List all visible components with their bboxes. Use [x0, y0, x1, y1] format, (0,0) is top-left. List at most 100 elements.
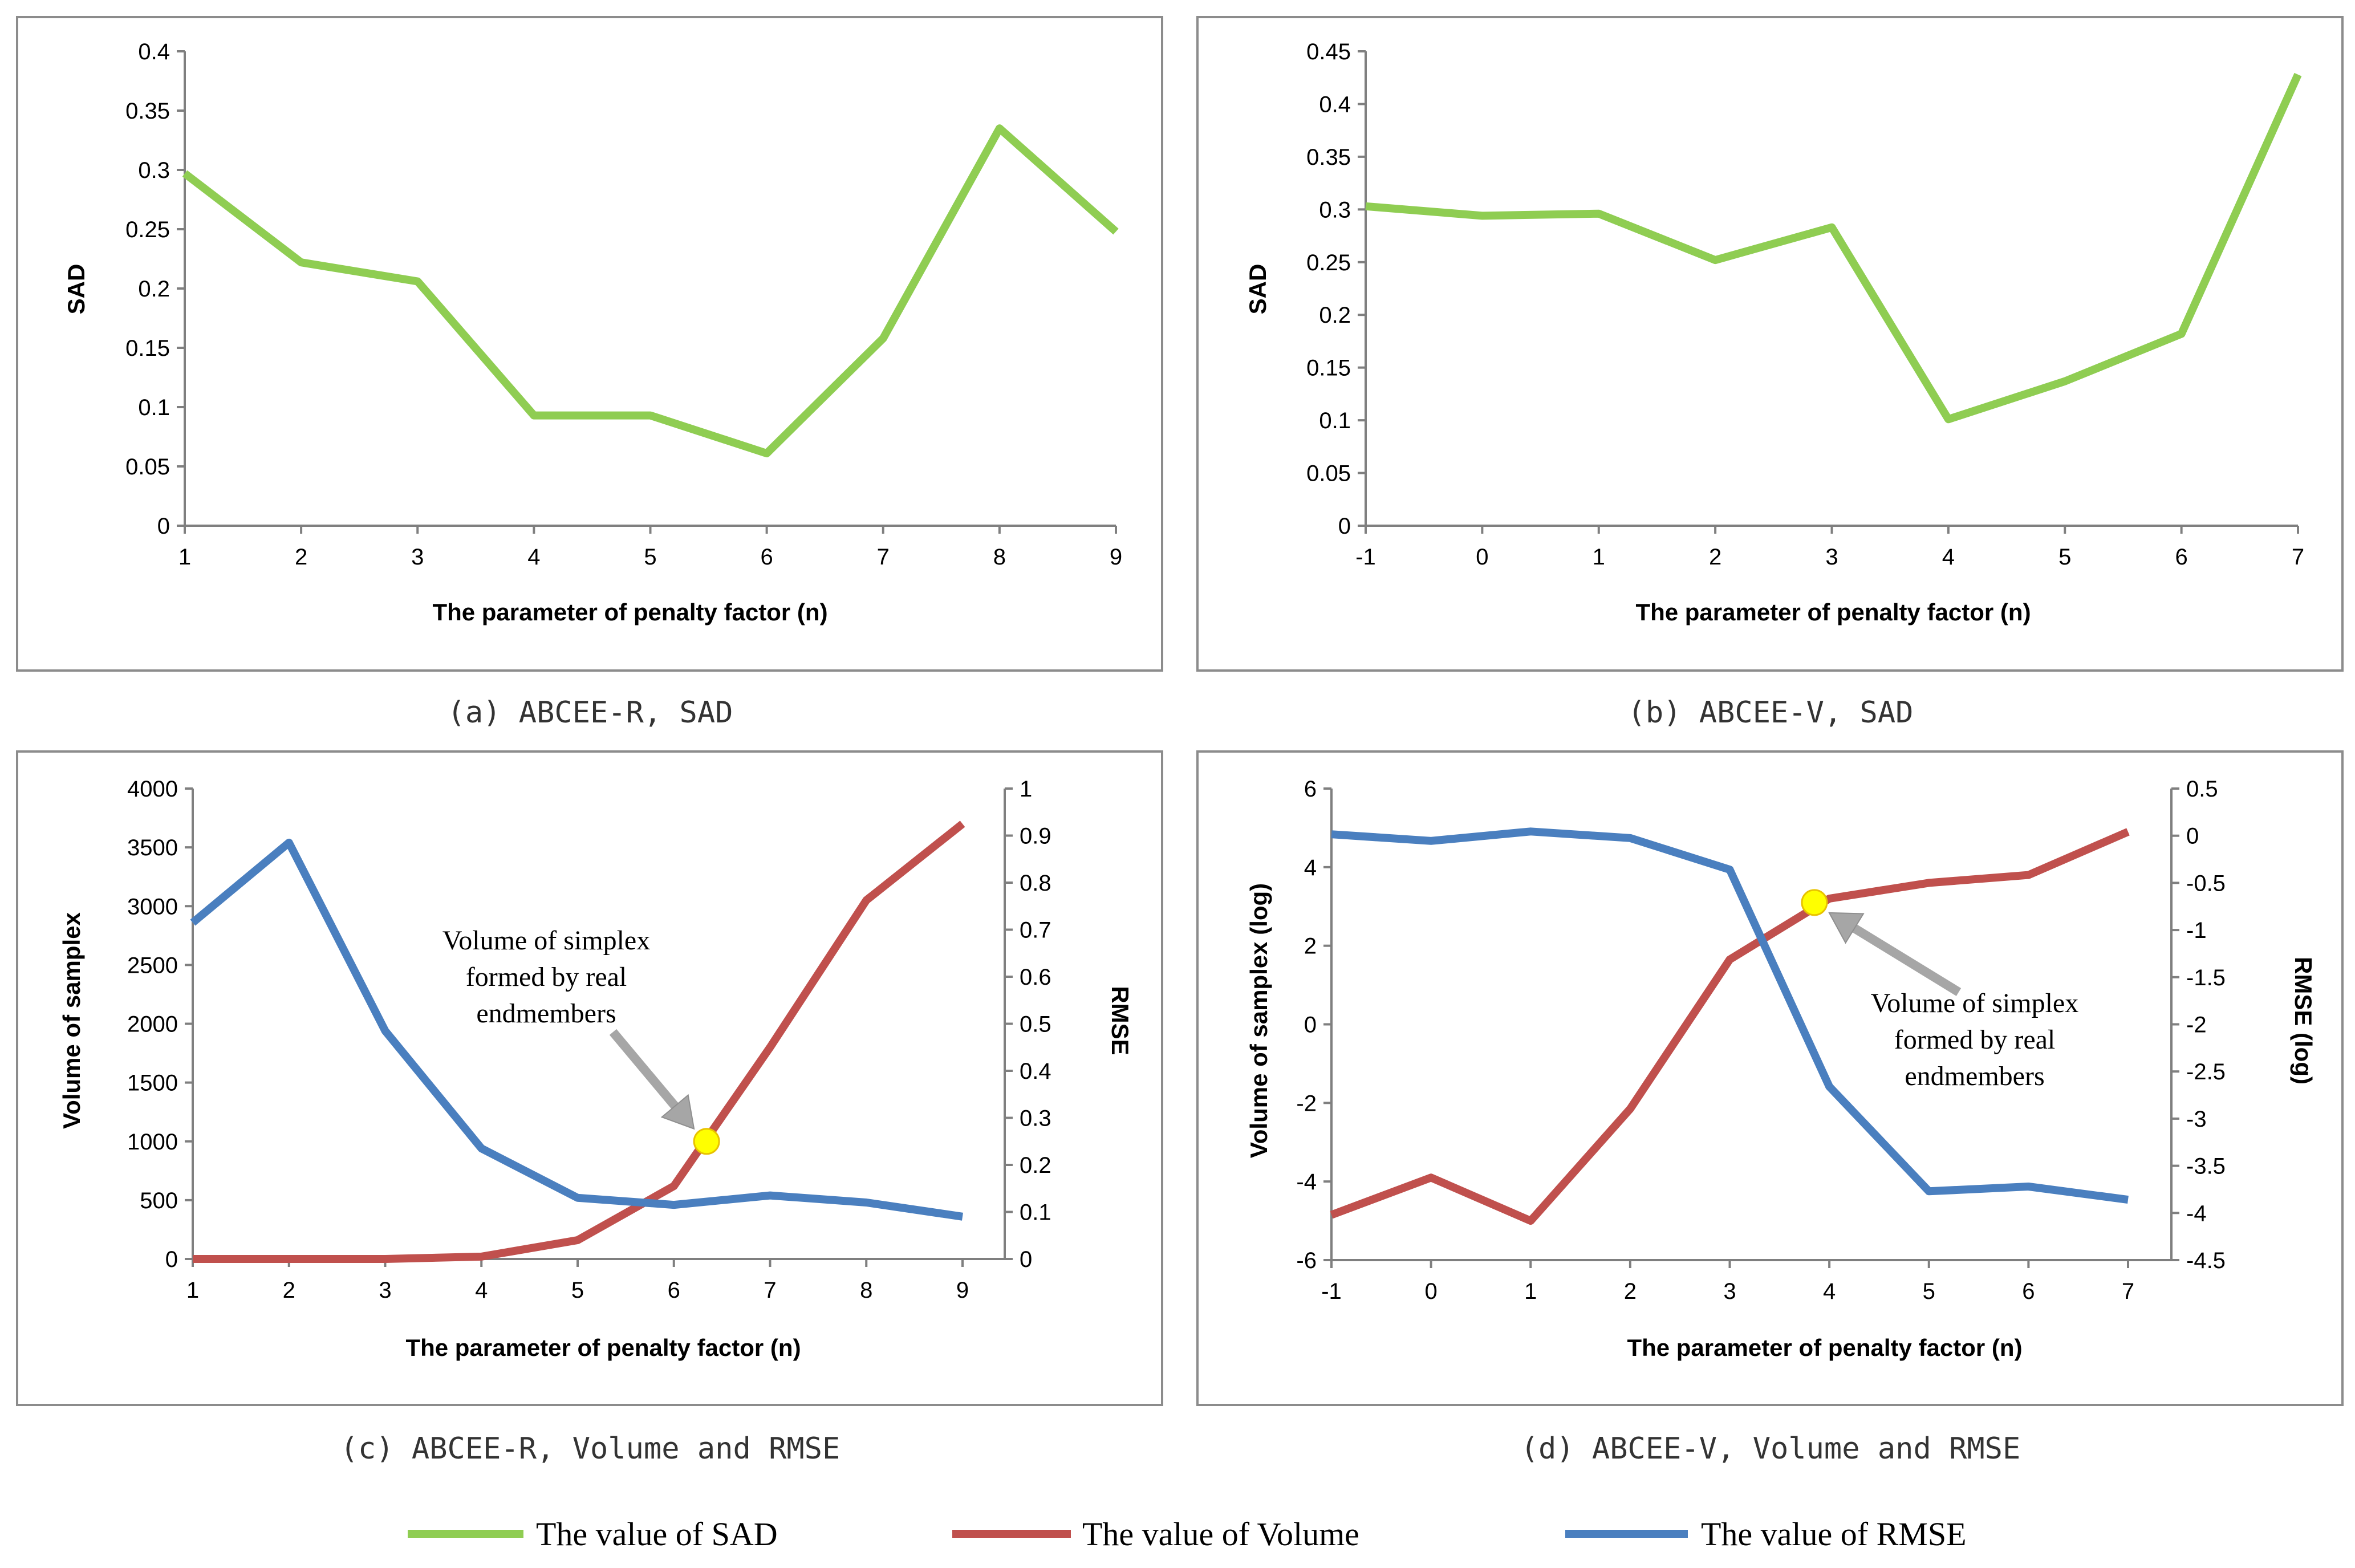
plot-d: -6 -4 -2 0 2 4 6 -4.5 -4 -3.5 -3 -2.5 -2 -1.5 -1 -0.5 0 0…	[1296, 777, 2226, 1304]
x-tick-label: -1	[1355, 545, 1376, 570]
y-tick-label: 0.35	[125, 99, 170, 124]
y-tick-label: 0.4	[138, 39, 170, 64]
y-tick-label: 0.4	[1319, 92, 1351, 117]
y2-tick-label: 0.4	[1020, 1059, 1051, 1084]
annotation-arrow-head-c	[660, 1094, 695, 1130]
y-tick-label: 1500	[127, 1071, 178, 1096]
annotation-arrow-shaft-c	[609, 1029, 679, 1110]
y-tick-label: 2500	[127, 953, 178, 978]
panel-c-ylabel: Volume of samplex	[58, 912, 85, 1129]
y-tick-label: -4	[1296, 1169, 1317, 1195]
x-tick-label: 3	[1723, 1279, 1736, 1304]
x-tick-label: 7	[2122, 1279, 2134, 1304]
panel-b-caption: (b) ABCEE-V, SAD	[1628, 696, 1914, 730]
panel-b-xlabel: The parameter of penalty factor (n)	[1635, 599, 2031, 625]
x-tick-label: 3	[1825, 545, 1838, 570]
y2-tick-label: 0.2	[1020, 1153, 1051, 1178]
panel-d-y2label: RMSE (log)	[2290, 957, 2317, 1084]
y-tick-label: 0.2	[1319, 303, 1351, 328]
annotation-text-line: formed by real	[466, 962, 627, 992]
x-tick-label: 9	[956, 1278, 969, 1303]
x-tick-label: 6	[2175, 545, 2188, 570]
y-tick-label: 0.3	[1319, 197, 1351, 222]
y-tick-label: 3000	[127, 894, 178, 919]
x-tick-label: -1	[1321, 1279, 1342, 1304]
annotation-text-line: endmembers	[1905, 1061, 2044, 1091]
x-tick-label: 2	[295, 545, 307, 570]
panel-c-xlabel: The parameter of penalty factor (n)	[405, 1334, 801, 1361]
plot-a: 0 0.05 0.1 0.15 0.2 0.25 0.3 0.35 0.4 1 2 3 4 5 6 7 8 9	[125, 39, 1122, 570]
y-tick-label: -6	[1296, 1248, 1317, 1273]
panel-c-caption: (c) ABCEE-R, Volume and RMSE	[340, 1432, 841, 1466]
annotation-text-line: endmembers	[476, 998, 616, 1029]
panel-d-xlabel: The parameter of penalty factor (n)	[1627, 1334, 2022, 1361]
panel-c: 0 500 1000 1500 2000 2500 3000 3500 4000 0 0.1 0.2 0…	[16, 750, 1163, 1466]
y2-tick-label: 0.3	[1020, 1106, 1051, 1131]
y2-tick-label: 0.1	[1020, 1200, 1051, 1225]
annotation-text-line: Volume of simplex	[442, 925, 650, 956]
y-tick-label: 0	[165, 1247, 178, 1272]
y2-tick-label: 0.5	[2186, 777, 2218, 802]
x-tick-label: 3	[379, 1278, 391, 1303]
x-tick-label: 4	[527, 545, 540, 570]
x-tick-label: 5	[2058, 545, 2071, 570]
x-tick-label: 4	[475, 1278, 488, 1303]
panel-c-frame	[16, 750, 1163, 1406]
y-tick-label: 4	[1304, 855, 1317, 880]
x-tick-label: 5	[1923, 1279, 1935, 1304]
x-tick-label: 2	[283, 1278, 295, 1303]
x-tick-label: 5	[571, 1278, 584, 1303]
panel-a-frame	[16, 16, 1163, 672]
y-tick-label: 0.2	[138, 277, 170, 302]
y-tick-label: 0.1	[1319, 408, 1351, 433]
y-tick-label: -2	[1296, 1091, 1317, 1116]
panel-d-frame	[1196, 750, 2344, 1406]
x-tick-label: 6	[2022, 1279, 2035, 1304]
y2-tick-label: -1.5	[2186, 965, 2226, 990]
y-tick-label: 2000	[127, 1012, 178, 1037]
y-tick-label: 4000	[127, 777, 178, 802]
plot-c: 0 500 1000 1500 2000 2500 3000 3500 4000 0 0.1 0.2 0…	[127, 777, 1051, 1303]
y2-tick-label: -4	[2186, 1201, 2207, 1226]
x-tick-label: 4	[1823, 1279, 1836, 1304]
x-tick-label: 0	[1425, 1279, 1438, 1304]
y-tick-label: 6	[1304, 777, 1317, 802]
panel-a-xlabel: The parameter of penalty factor (n)	[432, 599, 827, 625]
x-tick-label: 1	[1524, 1279, 1537, 1304]
x-tick-label: 0	[1476, 545, 1488, 570]
y2-tick-label: 1	[1020, 777, 1032, 802]
x-tick-label: 4	[1942, 545, 1955, 570]
y-tick-label: 0.35	[1306, 145, 1351, 170]
series-line-rmse-c	[190, 838, 964, 1221]
annotation-arrow-shaft-d	[1852, 924, 1962, 996]
series-line-volume-c	[193, 820, 965, 1263]
x-tick-label: 9	[1110, 545, 1122, 570]
x-tick-label: 2	[1624, 1279, 1637, 1304]
x-tick-label: 1	[186, 1278, 199, 1303]
y2-tick-label: 0.6	[1020, 965, 1051, 990]
y-tick-label: 0.25	[125, 217, 170, 242]
y2-tick-label: 0	[1020, 1247, 1032, 1272]
y-tick-label: 0.1	[138, 395, 170, 420]
x-tick-label: 7	[877, 545, 890, 570]
panel-b-frame	[1196, 16, 2344, 672]
x-tick-label: 1	[178, 545, 191, 570]
x-tick-label: 1	[1593, 545, 1605, 570]
y-tick-label: 1000	[127, 1130, 178, 1155]
y-tick-label: 0.45	[1306, 39, 1351, 64]
y-tick-label: 2	[1304, 934, 1317, 959]
plot-b: 00.050.10.150.20.250.30.350.40.45-1 0 1 2 3 4…	[1306, 39, 2304, 570]
annotation-marker-d	[1801, 889, 1828, 916]
series-line-volume-d	[1330, 828, 2130, 1225]
y2-tick-label: -1	[2186, 918, 2207, 943]
y2-tick-label: -0.5	[2186, 871, 2226, 896]
y-tick-label: 0.15	[125, 336, 170, 361]
x-tick-label: 6	[761, 545, 773, 570]
y2-tick-label: -2	[2186, 1013, 2207, 1038]
panel-d: -6 -4 -2 0 2 4 6 -4.5 -4 -3.5 -3 -2.5 -2 -1.5 -1 -0.5 0 0…	[1196, 750, 2344, 1466]
y2-tick-label: 0.7	[1020, 918, 1051, 943]
panel-a-caption: (a) ABCEE-R, SAD	[448, 696, 733, 730]
annotation-arrow-head-d	[1828, 912, 1865, 944]
legend-label-sad: The value of SAD	[536, 1516, 778, 1553]
y2-tick-label: -3	[2186, 1107, 2207, 1132]
